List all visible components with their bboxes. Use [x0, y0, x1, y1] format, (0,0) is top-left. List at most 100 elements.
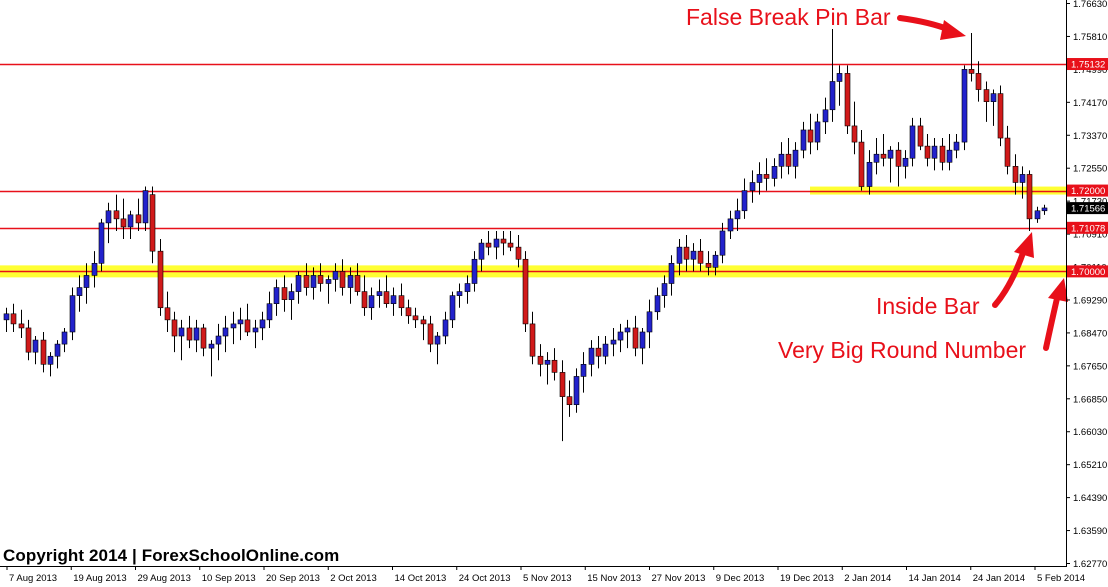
- candle-body-75: [551, 359, 558, 373]
- candle-body-13: [98, 222, 105, 264]
- candle-body-39: [288, 291, 295, 300]
- y-tick-label-11: 1.67650: [1073, 361, 1107, 372]
- current-price-label: 1.71566: [1071, 204, 1105, 215]
- candle-body-56: [412, 315, 419, 321]
- candle-body-62: [456, 291, 463, 296]
- level-label-1: 1.72000: [1071, 186, 1105, 197]
- y-tick-label-5: 1.72550: [1073, 164, 1107, 175]
- x-tick-label-4: 20 Sep 2013: [266, 573, 320, 584]
- y-tick-label-3: 1.74170: [1073, 98, 1107, 109]
- candle-body-53: [390, 295, 397, 305]
- arrow-inside-bar-shaft: [992, 247, 1027, 308]
- candle-body-66: [485, 242, 492, 248]
- candle-body-142: [1041, 207, 1048, 212]
- candle-body-135: [990, 93, 997, 102]
- y-tick-label-12: 1.66850: [1073, 394, 1107, 405]
- candle-body-67: [493, 238, 500, 248]
- candle-body-141: [1034, 210, 1041, 220]
- candle-body-4: [32, 339, 39, 353]
- x-tick-label-11: 9 Dec 2013: [716, 573, 765, 584]
- candle-body-89: [654, 295, 661, 313]
- candle-body-69: [507, 242, 514, 248]
- candle-body-22: [164, 307, 171, 321]
- candle-body-124: [909, 125, 916, 159]
- candle-body-3: [25, 327, 32, 353]
- candle-body-92: [676, 246, 683, 264]
- candle-body-133: [975, 73, 982, 90]
- candle-body-31: [230, 323, 237, 329]
- candle-body-84: [617, 331, 624, 341]
- candle-body-2: [18, 323, 25, 329]
- level-label-2: 1.71078: [1071, 223, 1105, 234]
- arrow-round-number-head: [1048, 278, 1068, 302]
- annotation-inside-bar: Inside Bar: [876, 293, 980, 319]
- horizontal-levels: [0, 63, 1066, 273]
- candle-body-35: [259, 319, 266, 329]
- x-tick-label-9: 15 Nov 2013: [587, 573, 641, 584]
- candle-body-94: [690, 250, 697, 260]
- annotation-arrows: [897, 15, 1068, 351]
- candle-body-125: [917, 125, 924, 147]
- candle-body-132: [968, 69, 975, 74]
- candle-body-140: [1026, 174, 1033, 220]
- candle-body-96: [705, 262, 712, 268]
- candle-body-105: [771, 166, 778, 179]
- x-tick-label-13: 2 Jan 2014: [844, 573, 891, 584]
- candle-body-60: [442, 319, 449, 337]
- candle-body-122: [895, 149, 902, 167]
- x-tick-label-1: 19 Aug 2013: [73, 573, 126, 584]
- candle-body-52: [383, 291, 390, 305]
- x-tick-label-10: 27 Nov 2013: [652, 573, 706, 584]
- candle-body-59: [434, 335, 441, 345]
- candle-body-37: [273, 287, 280, 305]
- candle-body-78: [573, 376, 580, 406]
- x-tick-label-12: 19 Dec 2013: [780, 573, 834, 584]
- candle-body-29: [215, 335, 222, 345]
- candle-body-137: [1004, 137, 1011, 167]
- candle-body-127: [931, 145, 938, 159]
- candle-body-74: [544, 359, 551, 365]
- candle-body-8: [61, 331, 68, 345]
- candle-body-108: [792, 149, 799, 167]
- candle-body-0: [3, 313, 10, 321]
- candle-body-111: [814, 121, 821, 143]
- candle-body-17: [127, 214, 134, 228]
- candle-body-97: [712, 254, 719, 268]
- candle-body-113: [829, 81, 836, 111]
- x-tick-label-5: 2 Oct 2013: [330, 573, 376, 584]
- annotation-very-big-round-number: Very Big Round Number: [778, 337, 1027, 363]
- arrow-pin-bar-head: [940, 20, 966, 40]
- annotation-false-break-pin-bar: False Break Pin Bar: [686, 4, 891, 30]
- y-tick-label-4: 1.73370: [1073, 131, 1107, 142]
- candle-body-76: [559, 372, 566, 397]
- x-tick-label-3: 10 Sep 2013: [202, 573, 256, 584]
- candle-body-34: [252, 327, 259, 333]
- candle-body-21: [157, 250, 164, 309]
- candle-body-107: [785, 153, 792, 167]
- arrow-inside-bar-head: [1014, 232, 1034, 258]
- candle-body-64: [471, 258, 478, 284]
- current-price-bg: [1067, 202, 1108, 215]
- candle-body-79: [580, 364, 587, 377]
- candle-body-28: [208, 343, 215, 349]
- y-tick-label-1: 1.75810: [1073, 32, 1107, 43]
- candle-body-104: [763, 174, 770, 179]
- level-label-bg-2: [1067, 221, 1108, 234]
- candle-body-106: [778, 153, 785, 167]
- x-tick-label-2: 29 Aug 2013: [138, 573, 191, 584]
- level-label-3: 1.70000: [1071, 267, 1105, 278]
- candle-body-33: [244, 319, 251, 333]
- candle-body-70: [515, 246, 522, 260]
- candle-body-120: [880, 153, 887, 159]
- candle-body-102: [749, 182, 756, 191]
- candle-body-115: [844, 73, 851, 127]
- candle-body-98: [719, 230, 726, 256]
- candle-body-81: [595, 347, 602, 357]
- candlesticks: [3, 28, 1048, 442]
- candle-body-119: [873, 153, 880, 163]
- candle-body-126: [924, 145, 931, 159]
- level-label-0: 1.75132: [1071, 60, 1105, 71]
- candle-body-20: [149, 194, 156, 252]
- candle-body-49: [361, 291, 368, 309]
- candle-body-80: [588, 347, 595, 365]
